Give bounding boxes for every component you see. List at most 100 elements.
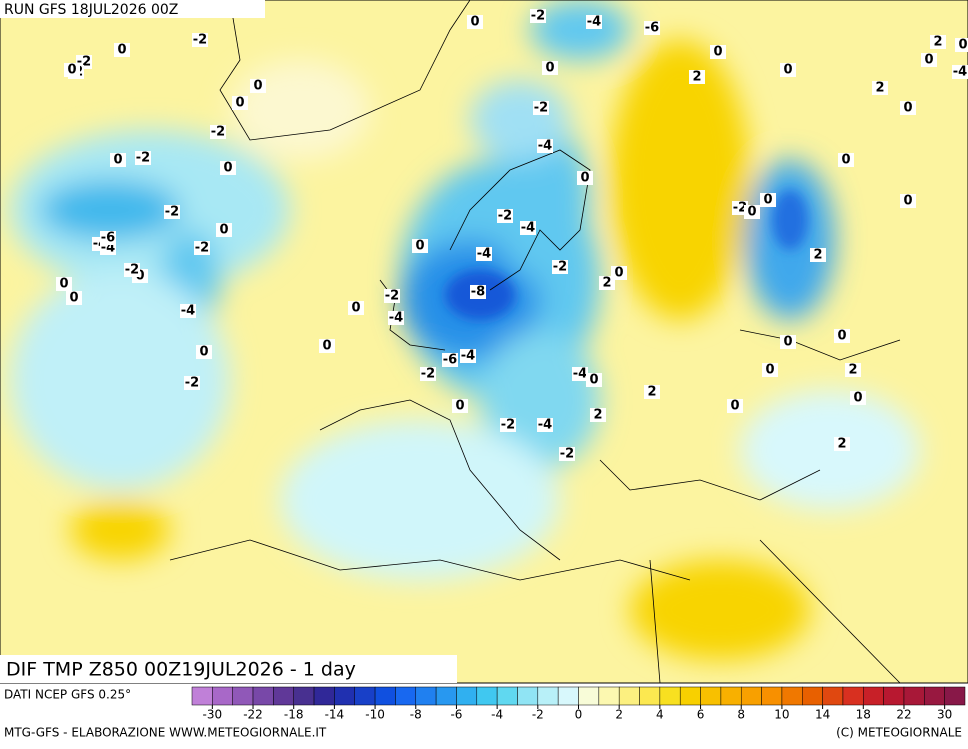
contour-label-text: -2 <box>185 376 199 391</box>
colorbar-swatch <box>740 686 762 706</box>
colorbar-tick-label: 30 <box>937 708 952 722</box>
contour-label-text: 0 <box>853 391 862 406</box>
colorbar-swatch <box>700 686 722 706</box>
contour-label-bg <box>845 363 861 377</box>
contour-label-text: -4 <box>538 418 552 433</box>
colorbar-tick-label: -6 <box>450 708 462 722</box>
colorbar-swatch <box>679 686 701 706</box>
contour-label-bg <box>520 221 536 235</box>
contour-label-bg <box>192 33 208 47</box>
contour-label-bg <box>542 61 558 75</box>
contour-label-bg <box>930 35 946 49</box>
contour-label-bg <box>900 194 916 208</box>
colorbar-swatch <box>924 686 945 706</box>
contour-label-text: -6 <box>443 353 457 368</box>
colorbar-tick-label: 4 <box>656 708 664 722</box>
contour-label-bg <box>476 247 492 261</box>
colorbar-swatch <box>537 686 559 706</box>
contour-label-text: 2 <box>875 81 884 96</box>
contour-label-text: -4 <box>461 349 475 364</box>
contour-label-text: -2 <box>193 33 207 48</box>
contour-label-text: 0 <box>903 194 912 209</box>
contour-label: 0 <box>412 239 428 254</box>
run-label: RUN GFS 18JUL2026 00Z <box>4 2 178 18</box>
contour-label: -6 <box>644 21 660 36</box>
contour-label: -2 <box>497 209 513 224</box>
contour-label: 0 <box>586 373 602 388</box>
contour-label: 2 <box>845 363 861 378</box>
contour-label: -4 <box>180 304 196 319</box>
contour-label-bg <box>460 349 476 363</box>
contour-label: 2 <box>872 81 888 96</box>
contour-label-bg <box>420 367 436 381</box>
contour-label-text: 0 <box>545 61 554 76</box>
contour-label-text: 2 <box>837 437 846 452</box>
colorbar-tick-label: -30 <box>203 708 223 722</box>
colorbar-swatch <box>618 686 640 706</box>
contour-label: 2 <box>834 437 850 452</box>
contour-label-text: -4 <box>573 367 587 382</box>
contour-label: -4 <box>476 247 492 262</box>
colorbar-swatch <box>781 686 803 706</box>
contour-label: -2 <box>210 125 226 140</box>
contour-label-bg <box>220 161 236 175</box>
contour-label-bg <box>412 239 428 253</box>
contour-label: -2 <box>500 418 516 433</box>
contour-label: -4 <box>537 418 553 433</box>
colorbar-tick-label: 0 <box>575 708 583 722</box>
contour-label: -2 <box>420 367 436 382</box>
contour-label-bg <box>100 231 116 245</box>
contour-label-bg <box>727 399 743 413</box>
contour-label-bg <box>184 376 200 390</box>
contour-label-bg <box>760 193 776 207</box>
colorbar-swatch <box>720 686 742 706</box>
contour-label-bg <box>467 15 483 29</box>
contour-label-bg <box>470 285 486 299</box>
contour-label: 0 <box>216 223 232 238</box>
colorbar-swatch <box>293 686 315 706</box>
contour-label-bg <box>921 53 937 67</box>
contour-label-text: -8 <box>471 285 485 300</box>
colorbar-swatch <box>903 686 925 706</box>
contour-label: 0 <box>220 161 236 176</box>
colorbar-swatch <box>232 686 254 706</box>
contour-label: 0 <box>611 266 627 281</box>
contour-label-text: 0 <box>117 43 126 58</box>
contour-label-text: 0 <box>199 345 208 360</box>
contour-label: -4 <box>520 221 536 236</box>
colorbar-swatch <box>598 686 620 706</box>
colorbar-swatch <box>273 686 294 706</box>
contour-label: -2 <box>530 9 546 24</box>
contour-label: -2 <box>533 101 549 116</box>
contour-label-bg <box>110 153 126 167</box>
contour-label-text: 0 <box>470 15 479 30</box>
contour-label-bg <box>955 38 968 52</box>
contour-label: 0 <box>114 43 130 58</box>
contour-label-bg <box>530 9 546 23</box>
contour-label-text: 2 <box>692 70 701 85</box>
contour-label-text: 2 <box>647 385 656 400</box>
contour-label: 2 <box>810 248 826 263</box>
contour-label-text: 0 <box>455 399 464 414</box>
contour-label-bg <box>744 205 760 219</box>
contour-label-text: 0 <box>223 161 232 176</box>
contour-label: -4 <box>537 139 553 154</box>
contour-label-text: 0 <box>113 153 122 168</box>
contour-label-text: 0 <box>713 45 722 60</box>
contour-label-text: -6 <box>645 21 659 36</box>
contour-label-text: -4 <box>953 65 967 80</box>
contour-label-bg <box>388 311 404 325</box>
contour-label-text: 0 <box>837 329 846 344</box>
colorbar-tick-label: -14 <box>325 708 345 722</box>
contour-label-text: 0 <box>67 63 76 78</box>
title-box <box>0 655 457 683</box>
contour-label: 0 <box>900 194 916 209</box>
contour-label-bg <box>552 260 568 274</box>
contour-label-bg <box>164 205 180 219</box>
contour-label: 0 <box>319 339 335 354</box>
contour-label-text: -6 <box>101 231 115 246</box>
contour-label-text: 2 <box>813 248 822 263</box>
contour-label: 0 <box>56 277 72 292</box>
colorbar-swatch <box>456 686 478 706</box>
